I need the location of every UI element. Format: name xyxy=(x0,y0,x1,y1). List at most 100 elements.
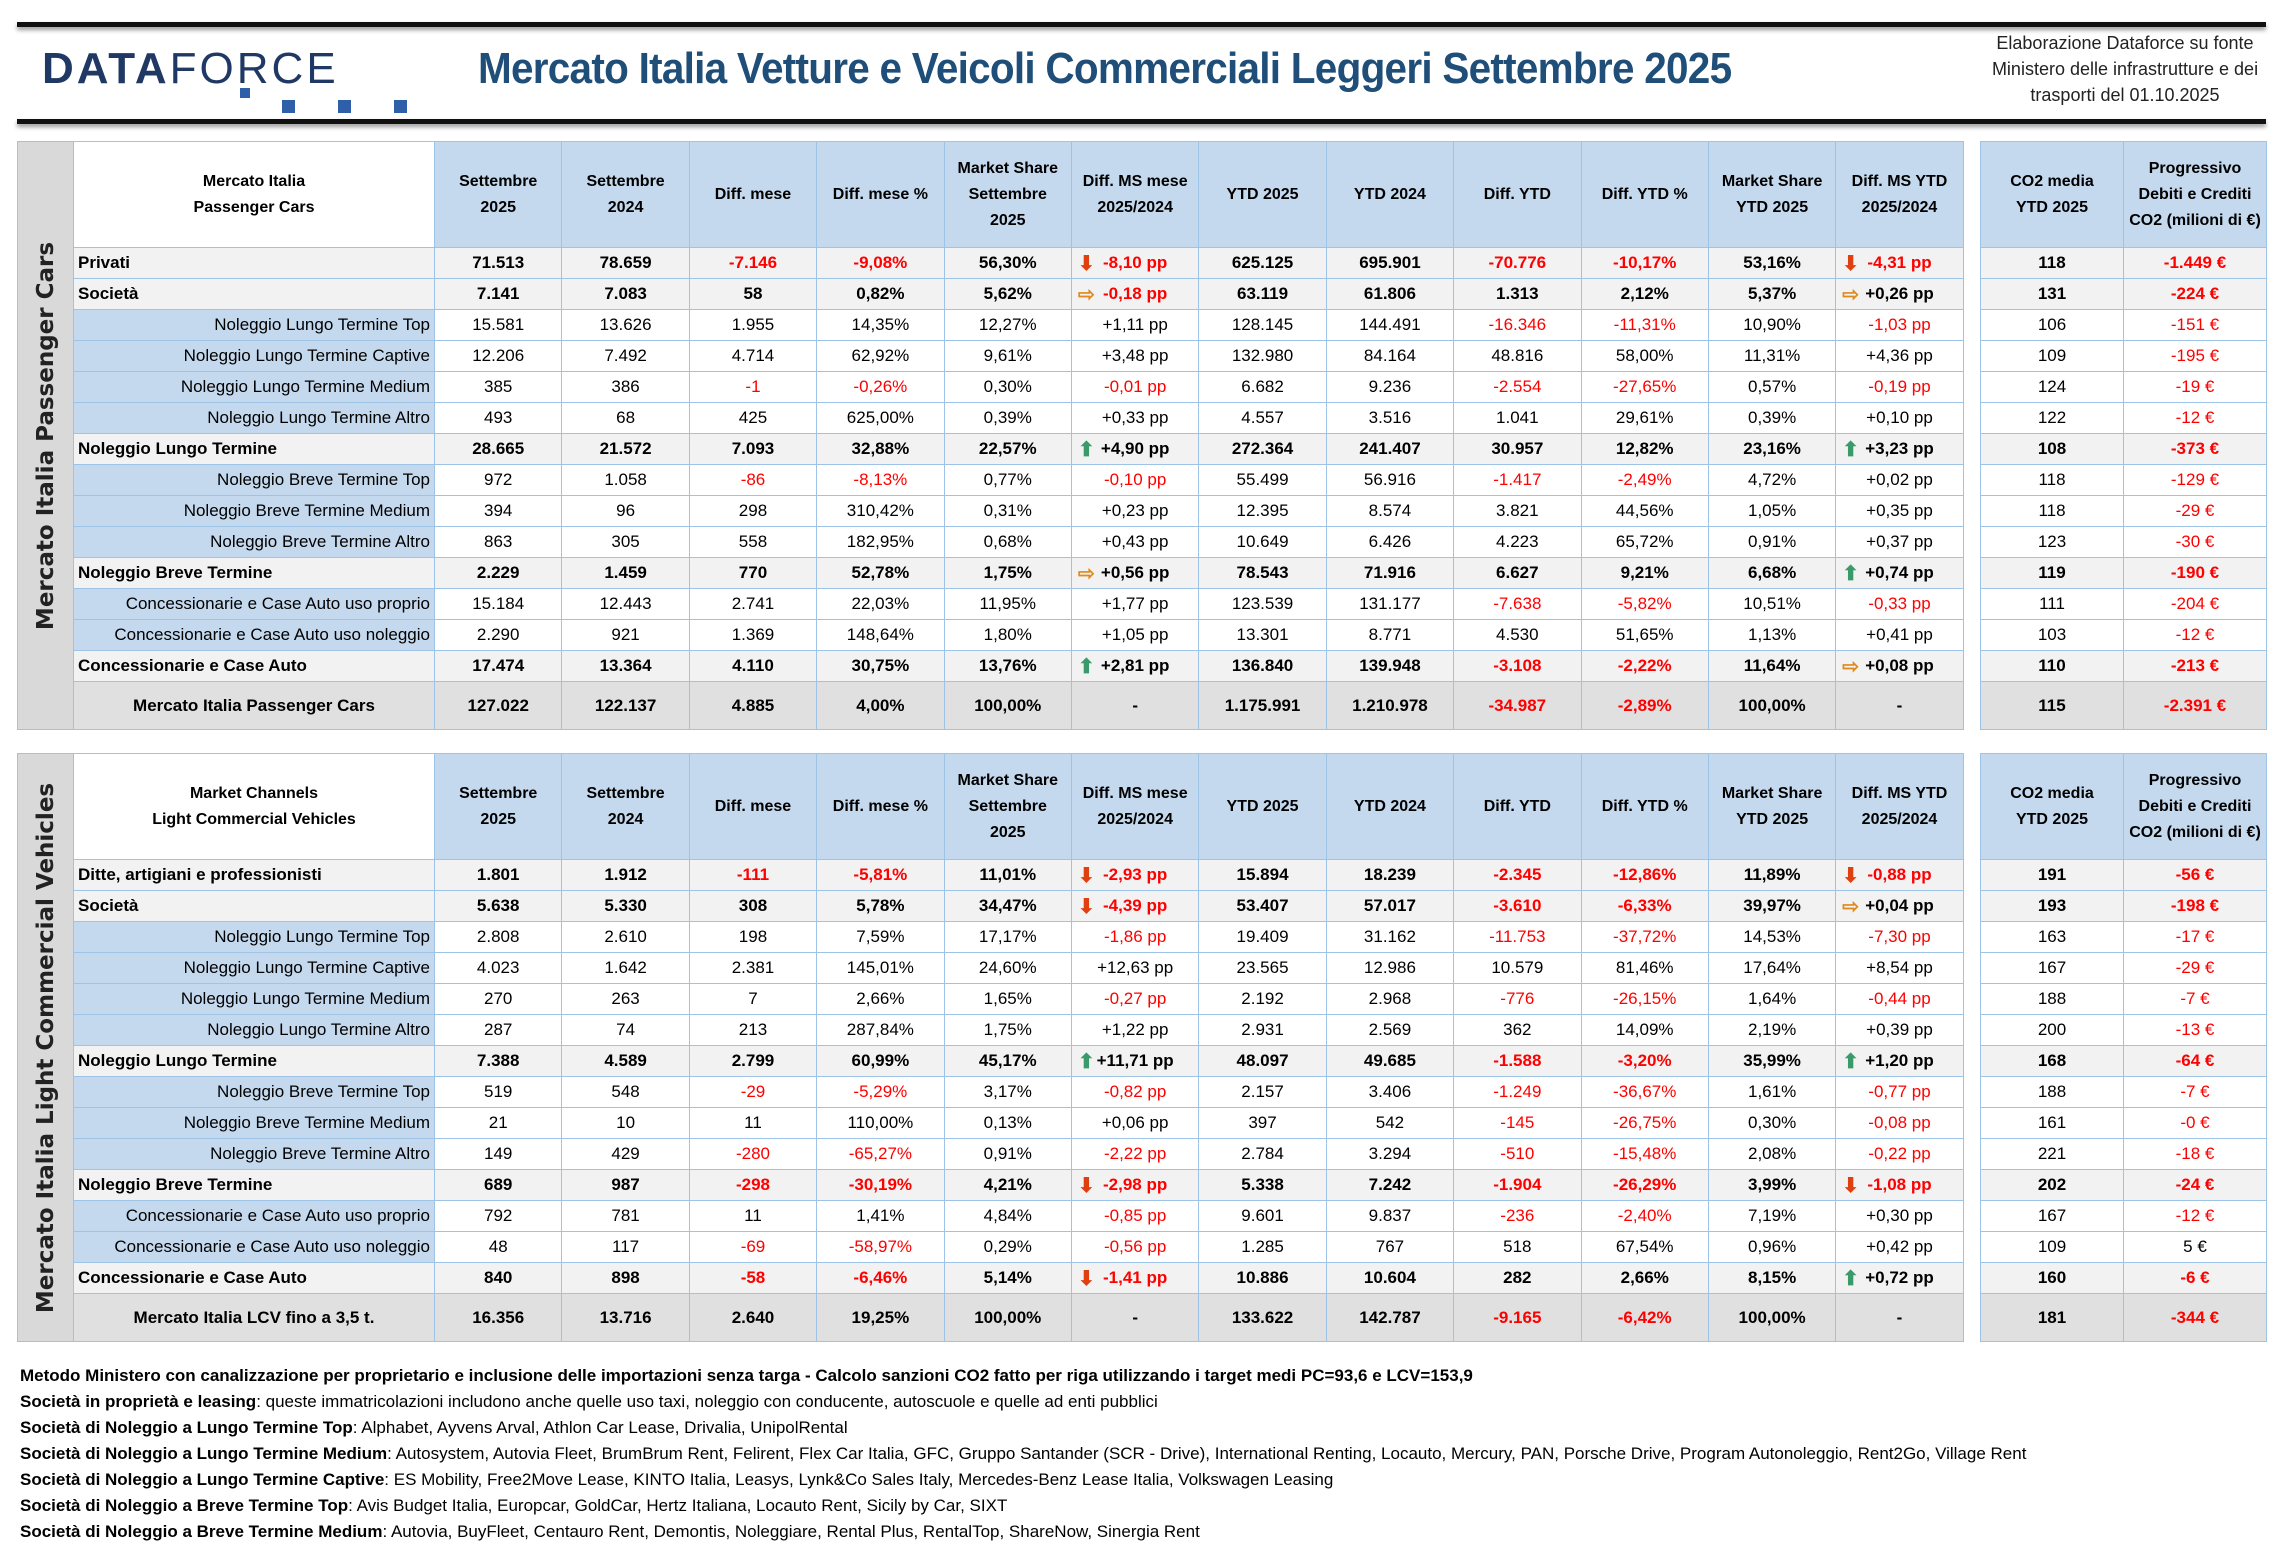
cell: 1.369 xyxy=(688,619,818,651)
cell: 7.492 xyxy=(561,340,690,372)
cell: 2.784 xyxy=(1198,1138,1327,1170)
column-header: Diff. YTD xyxy=(1453,753,1582,860)
co2-row: 188 -7 € xyxy=(1980,983,2267,1015)
cell: +0,43 pp xyxy=(1070,526,1200,558)
co2-cell: 163 xyxy=(1980,921,2124,953)
cell: 2,08% xyxy=(1707,1138,1837,1170)
row-label: Noleggio Breve Termine Medium xyxy=(73,495,435,527)
cell: 0,68% xyxy=(943,526,1072,558)
column-header: Market Share Settembre 2025 xyxy=(943,141,1072,248)
cell: 0,57% xyxy=(1707,371,1837,403)
cell: 4.223 xyxy=(1453,526,1582,558)
cell: +1,11 pp xyxy=(1070,309,1200,341)
cell: ⬇ -4,31 pp xyxy=(1835,247,1964,279)
cell: 60,99% xyxy=(816,1045,945,1077)
cell: -6,42% xyxy=(1580,1293,1709,1342)
cell: 792 xyxy=(433,1200,563,1232)
cell: -65,27% xyxy=(816,1138,945,1170)
cell: -0,56 pp xyxy=(1070,1231,1200,1263)
cell: 397 xyxy=(1198,1107,1327,1139)
column-header: Market Share YTD 2025 xyxy=(1707,753,1837,860)
cell: 3.294 xyxy=(1325,1138,1455,1170)
co2-row: 221 -18 € xyxy=(1980,1138,2267,1170)
table-row: Noleggio Lungo Termine Top 2.808 2.610 198 7… xyxy=(18,921,1964,953)
row-label: Noleggio Lungo Termine xyxy=(73,433,435,465)
column-header: Diff. mese % xyxy=(816,753,945,860)
cell: -10,17% xyxy=(1580,247,1709,279)
cell: 12.986 xyxy=(1325,952,1455,984)
co2-row: 115 -2.391 € xyxy=(1980,681,2267,730)
column-header: Market Share YTD 2025 xyxy=(1707,141,1837,248)
cell: 10 xyxy=(561,1107,690,1139)
co2-cell: 221 xyxy=(1980,1138,2124,1170)
row-label: Noleggio Lungo Termine Captive xyxy=(73,952,435,984)
cell: -2.554 xyxy=(1453,371,1582,403)
co2-cell: 168 xyxy=(1980,1045,2124,1077)
cell: 2.157 xyxy=(1198,1076,1327,1108)
row-label: Noleggio Lungo Termine Captive xyxy=(73,340,435,372)
cell: -6,46% xyxy=(816,1262,945,1294)
cell: -2,40% xyxy=(1580,1200,1709,1232)
cell: +0,39 pp xyxy=(1835,1014,1964,1046)
cell: 7 xyxy=(688,983,818,1015)
co2-row: 111 -204 € xyxy=(1980,588,2267,620)
cell: 11,95% xyxy=(943,588,1072,620)
arrow-down-icon: ⬇ xyxy=(1842,865,1860,887)
cell: 18.239 xyxy=(1325,859,1455,891)
cell: -9,08% xyxy=(816,247,945,279)
cell: +0,10 pp xyxy=(1835,402,1964,434)
cell: -236 xyxy=(1453,1200,1582,1232)
footnote-line: Società di Noleggio a Lungo Termine Medi… xyxy=(20,1444,2027,1463)
cell: 493 xyxy=(433,402,563,434)
cell: -2,49% xyxy=(1580,464,1709,496)
cell: 117 xyxy=(561,1231,690,1263)
cell: 24,60% xyxy=(943,952,1072,984)
co2-cell: 118 xyxy=(1980,247,2124,279)
cell: -1 xyxy=(688,371,818,403)
cell: 53,16% xyxy=(1707,247,1837,279)
cell: 22,03% xyxy=(816,588,945,620)
table-row: Noleggio Lungo Termine Altro 493 68 425 625,… xyxy=(18,402,1964,434)
co2-cell: 122 xyxy=(1980,402,2124,434)
co2-cell: -0 € xyxy=(2123,1107,2267,1139)
cell: 11,31% xyxy=(1707,340,1837,372)
cell: 55.499 xyxy=(1198,464,1327,496)
cell: 5,14% xyxy=(943,1262,1072,1294)
cell: 2.192 xyxy=(1198,983,1327,1015)
cell: ⬆ +0,74 pp xyxy=(1835,557,1964,589)
co2-row: 167 -29 € xyxy=(1980,952,2267,984)
cell: 1.459 xyxy=(561,557,690,589)
cell: ⇨ +0,56 pp xyxy=(1070,557,1200,589)
cell: 695.901 xyxy=(1325,247,1455,279)
co2-cell: 167 xyxy=(1980,1200,2124,1232)
footnote-line: Società di Noleggio a Breve Termine Top:… xyxy=(20,1496,1008,1515)
cell: -58 xyxy=(688,1262,818,1294)
cell: 10.604 xyxy=(1325,1262,1455,1294)
cell: 100,00% xyxy=(943,681,1072,730)
cell: 542 xyxy=(1325,1107,1455,1139)
cell: -111 xyxy=(688,859,818,891)
cell: 9.236 xyxy=(1325,371,1455,403)
co2-row: 191 -56 € xyxy=(1980,859,2267,891)
cell: 34,47% xyxy=(943,890,1072,922)
cell: 6.627 xyxy=(1453,557,1582,589)
co2-cell: -29 € xyxy=(2123,952,2267,984)
arrow-down-icon: ⬇ xyxy=(1842,253,1860,275)
cell: 4.714 xyxy=(688,340,818,372)
source-note: Elaborazione Dataforce su fonte Minister… xyxy=(1991,33,2259,105)
cell: 0,29% xyxy=(943,1231,1072,1263)
co2-cell: 191 xyxy=(1980,859,2124,891)
cell: ⬆ +1,20 pp xyxy=(1835,1045,1964,1077)
cell: 0,77% xyxy=(943,464,1072,496)
cell: 182,95% xyxy=(816,526,945,558)
cell: 17.474 xyxy=(433,650,563,682)
table-row: Noleggio Breve Termine Top 972 1.058 -86 -8,… xyxy=(18,464,1964,496)
cell: 17,17% xyxy=(943,921,1072,953)
cell: 67,54% xyxy=(1580,1231,1709,1263)
co2-cell: 110 xyxy=(1980,650,2124,682)
cell: -6,33% xyxy=(1580,890,1709,922)
cell: +12,63 pp xyxy=(1070,952,1200,984)
cell: +3,48 pp xyxy=(1070,340,1200,372)
market-table: Mercato Italia Light Commercial Vehicles… xyxy=(17,753,1964,1342)
cell: 1.285 xyxy=(1198,1231,1327,1263)
